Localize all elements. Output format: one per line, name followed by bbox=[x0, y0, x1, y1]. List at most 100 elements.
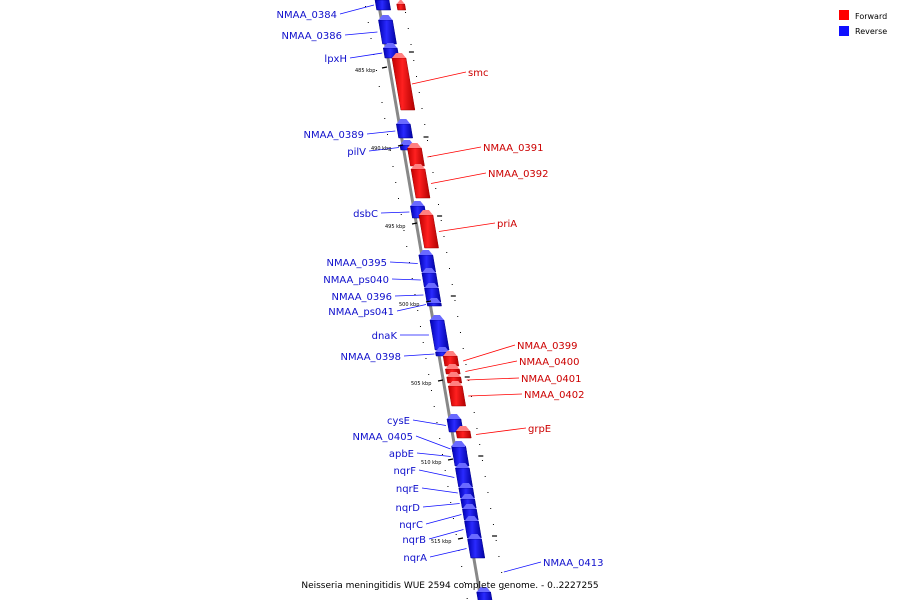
tick-dot bbox=[437, 204, 439, 205]
tick-dot bbox=[473, 412, 475, 413]
tick-dot bbox=[395, 182, 397, 183]
leader-line bbox=[380, 211, 410, 214]
reverse-gene-label: dsbC bbox=[353, 209, 378, 220]
scale-tick bbox=[381, 66, 388, 69]
reverse-gene-label: nqrA bbox=[403, 553, 427, 564]
tick-dot bbox=[425, 358, 427, 359]
tick-dot bbox=[408, 262, 410, 263]
reverse-gene-label: NMAA_0398 bbox=[340, 352, 401, 363]
scale-label: 495 kbp bbox=[385, 224, 405, 230]
tick-dot bbox=[387, 134, 389, 135]
legend-reverse-swatch bbox=[839, 26, 849, 36]
forward-gene-label: grpE bbox=[528, 424, 551, 435]
tick-dot bbox=[417, 310, 419, 311]
reverse-gene-label: apbE bbox=[389, 449, 414, 460]
tick-dot bbox=[479, 444, 481, 445]
leader-line bbox=[428, 529, 464, 540]
reverse-gene-label: dnaK bbox=[372, 331, 398, 342]
gene-reverse bbox=[378, 15, 397, 45]
leader-line bbox=[412, 419, 447, 426]
gene-reverse bbox=[426, 298, 442, 307]
tick-dot bbox=[455, 534, 457, 535]
tick-dot bbox=[424, 124, 426, 125]
tick-dot bbox=[414, 294, 416, 295]
gene-reverse bbox=[455, 463, 473, 488]
tick-dot bbox=[418, 92, 420, 93]
reverse-gene-label: cysE bbox=[387, 416, 410, 427]
tick-dot bbox=[436, 422, 438, 423]
forward-gene-label: NMAA_0392 bbox=[488, 169, 549, 180]
tick-dot bbox=[484, 476, 486, 477]
tick-dot bbox=[432, 172, 434, 173]
gene-reverse bbox=[374, 0, 392, 11]
leader-line bbox=[418, 469, 455, 478]
tick-dot bbox=[459, 332, 461, 333]
tick-dot bbox=[410, 44, 412, 45]
tick-dot bbox=[389, 150, 391, 151]
scale-tick bbox=[425, 300, 432, 303]
scale-label: 505 kbp bbox=[411, 381, 431, 387]
forward-gene-label: NMAA_0401 bbox=[521, 374, 582, 385]
gene-forward bbox=[455, 426, 472, 439]
leader-line bbox=[422, 503, 460, 508]
tick-dot bbox=[441, 454, 443, 455]
legend-forward-swatch bbox=[839, 10, 849, 20]
tick-dot bbox=[411, 278, 413, 279]
leader-line bbox=[429, 548, 467, 558]
gene-forward bbox=[442, 351, 460, 367]
tick-dot bbox=[397, 198, 399, 199]
tick-dot bbox=[384, 118, 386, 119]
scale-tick bbox=[411, 222, 418, 225]
tick-dot bbox=[403, 230, 405, 231]
forward-gene-label: NMAA_0413 bbox=[543, 558, 604, 569]
forward-gene-label: priA bbox=[497, 219, 517, 230]
reverse-gene-label: NMAA_0384 bbox=[276, 10, 337, 21]
leader-line bbox=[344, 31, 378, 36]
tick-dot bbox=[430, 390, 432, 391]
tick-dot bbox=[501, 572, 503, 573]
leader-line bbox=[391, 278, 421, 281]
tick-dot bbox=[448, 268, 450, 269]
tick-dot bbox=[400, 214, 402, 215]
leader-line bbox=[430, 172, 487, 184]
reverse-gene-label: lpxH bbox=[324, 54, 347, 65]
tick-dot bbox=[452, 518, 454, 519]
tick-dot bbox=[462, 348, 464, 349]
scale-label: 515 kbp bbox=[431, 539, 451, 545]
leader-line bbox=[394, 294, 424, 297]
legend-forward-label: Forward bbox=[855, 12, 887, 21]
reverse-gene-label: nqrC bbox=[399, 520, 423, 531]
reverse-gene-label: NMAA_0405 bbox=[352, 432, 413, 443]
gene-reverse bbox=[429, 315, 450, 351]
tick-dot bbox=[406, 246, 408, 247]
gene-forward bbox=[396, 0, 407, 11]
tick-dot bbox=[450, 502, 452, 503]
forward-gene-label: NMAA_0391 bbox=[483, 143, 544, 154]
leader-line bbox=[475, 427, 527, 435]
gene-forward bbox=[410, 164, 431, 199]
tick-dot bbox=[381, 102, 383, 103]
tick-dot bbox=[428, 374, 430, 375]
scale-label: 485 kbp bbox=[355, 68, 375, 74]
tick-dot bbox=[487, 492, 489, 493]
tick-dot bbox=[416, 76, 418, 77]
leader-line bbox=[463, 344, 516, 362]
gene-reverse bbox=[467, 534, 486, 559]
gene-forward bbox=[447, 381, 467, 407]
tick-dot bbox=[405, 12, 407, 13]
leader-line bbox=[421, 487, 458, 494]
leader-line bbox=[465, 360, 518, 372]
tick-dot bbox=[451, 284, 453, 285]
leader-line bbox=[403, 353, 435, 357]
tick-dot bbox=[422, 342, 424, 343]
tick-dot bbox=[419, 326, 421, 327]
tick-dot bbox=[466, 598, 468, 599]
reverse-gene-label: nqrD bbox=[396, 503, 421, 514]
leader-line bbox=[503, 561, 542, 573]
gene-reverse bbox=[458, 483, 475, 499]
tick-dot bbox=[378, 86, 380, 87]
scale-tick bbox=[457, 537, 464, 540]
forward-gene-label: NMAA_0400 bbox=[519, 357, 580, 368]
leader-line bbox=[339, 4, 375, 15]
tick-dot bbox=[421, 108, 423, 109]
